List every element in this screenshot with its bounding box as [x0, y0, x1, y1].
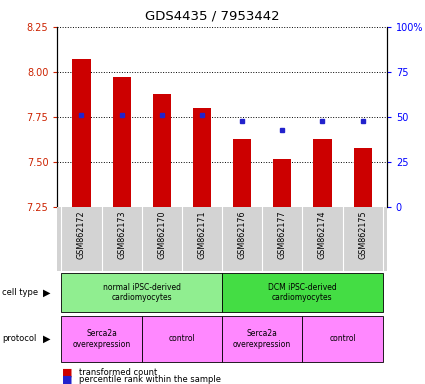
Bar [153, 94, 171, 207]
Text: normal iPSC-derived
cardiomyocytes: normal iPSC-derived cardiomyocytes [103, 283, 181, 303]
Text: ■: ■ [62, 374, 72, 384]
Text: GSM862174: GSM862174 [318, 210, 327, 259]
Text: control: control [329, 334, 356, 343]
Text: ▶: ▶ [43, 334, 51, 344]
Text: GSM862175: GSM862175 [358, 210, 367, 259]
Bar [222, 316, 303, 362]
Text: cell type: cell type [2, 288, 38, 297]
Bar [61, 316, 142, 362]
Bar [354, 148, 372, 207]
Text: ▶: ▶ [43, 288, 51, 298]
Text: control: control [169, 334, 195, 343]
Bar [61, 273, 222, 312]
Bar [142, 316, 222, 362]
Bar [222, 273, 383, 312]
Text: Serca2a
overexpression: Serca2a overexpression [72, 329, 130, 349]
Bar [303, 316, 383, 362]
Text: GSM862173: GSM862173 [117, 210, 126, 259]
Text: Serca2a
overexpression: Serca2a overexpression [233, 329, 292, 349]
Bar [113, 78, 130, 207]
Text: GDS4435 / 7953442: GDS4435 / 7953442 [145, 10, 280, 23]
Text: percentile rank within the sample: percentile rank within the sample [79, 375, 221, 384]
Bar [273, 159, 292, 207]
Bar [233, 139, 251, 207]
Text: GSM862176: GSM862176 [238, 210, 246, 259]
Text: GSM862170: GSM862170 [157, 210, 166, 259]
Text: transformed count: transformed count [79, 368, 158, 377]
Text: GSM862177: GSM862177 [278, 210, 287, 259]
Text: protocol: protocol [2, 334, 37, 343]
Text: DCM iPSC-derived
cardiomyocytes: DCM iPSC-derived cardiomyocytes [268, 283, 337, 303]
Text: GSM862172: GSM862172 [77, 210, 86, 259]
Bar [72, 60, 91, 207]
Text: GSM862171: GSM862171 [198, 210, 207, 259]
Bar [314, 139, 332, 207]
Bar [193, 108, 211, 207]
Text: ■: ■ [62, 367, 72, 377]
